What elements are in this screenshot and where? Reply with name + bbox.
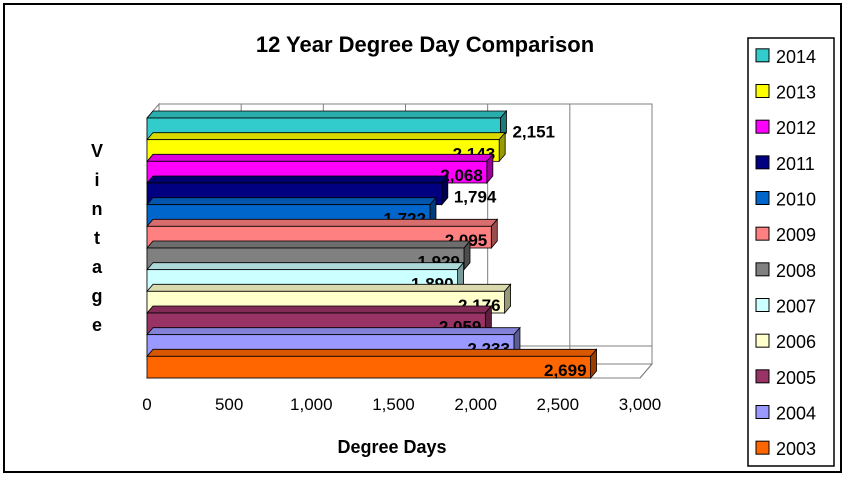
x-axis-label: Degree Days <box>337 437 446 457</box>
bar-top-face <box>146 305 493 314</box>
legend-label: 2006 <box>776 332 816 352</box>
legend-label: 2005 <box>776 368 816 388</box>
bar-top-face <box>146 218 499 227</box>
legend-label: 2011 <box>776 154 815 174</box>
y-axis-label-letter: n <box>92 199 103 219</box>
x-tick-label: 1,500 <box>372 395 415 414</box>
legend-label: 2003 <box>776 439 816 459</box>
legend-swatch <box>755 191 770 205</box>
x-tick-label: 2,500 <box>537 395 580 414</box>
bar-top-face <box>146 110 508 119</box>
bar-top-face <box>146 240 471 249</box>
bar-top-face <box>146 283 512 292</box>
x-tick-label: 3,000 <box>619 395 662 414</box>
legend-label: 2007 <box>776 297 816 317</box>
data-label: 2,699 <box>544 361 587 380</box>
y-axis-label-letter: g <box>92 286 103 306</box>
legend-swatch <box>755 226 770 241</box>
bar-top-face <box>146 262 465 271</box>
bar-top-face <box>146 348 598 357</box>
y-axis-label-letter: a <box>92 257 103 277</box>
y-axis-label-letter: e <box>92 315 102 335</box>
x-tick-label: 500 <box>215 395 243 414</box>
legend-label: 2008 <box>776 261 816 281</box>
y-axis-label-letter: t <box>94 228 100 248</box>
legend-label: 2013 <box>776 83 816 103</box>
bar-top-face <box>146 175 449 184</box>
bar-top-face <box>146 153 494 162</box>
legend-label: 2012 <box>776 118 816 138</box>
data-label: 2,068 <box>440 166 483 185</box>
bar-top-face <box>146 132 507 141</box>
legend-swatch <box>755 262 770 277</box>
bar-top-face <box>146 197 437 206</box>
legend-swatch <box>755 298 770 312</box>
bar-top-face <box>146 327 521 336</box>
legend-swatch <box>755 119 770 134</box>
legend-label: 2004 <box>776 404 816 424</box>
legend-swatch <box>755 440 770 455</box>
x-tick-label: 1,000 <box>290 395 333 414</box>
legend-swatch <box>755 48 770 63</box>
bar-2003 <box>146 355 591 379</box>
legend-swatch <box>755 84 770 98</box>
x-tick-label: 0 <box>142 395 151 414</box>
data-label: 2,151 <box>512 123 555 142</box>
legend-swatch <box>755 369 770 384</box>
y-axis-label-letter: V <box>91 141 103 161</box>
legend-swatch <box>755 333 770 348</box>
chart-title: 12 Year Degree Day Comparison <box>256 32 594 57</box>
legend-label: 2009 <box>776 225 816 245</box>
data-label: 1,794 <box>454 188 497 207</box>
legend-label: 2014 <box>776 47 816 67</box>
legend-box <box>747 37 835 467</box>
legend: 2014 2013 2012 2011 2010 2009 2008 2007 2006 2005… <box>747 37 835 467</box>
legend-swatch <box>755 155 770 170</box>
legend-label: 2010 <box>776 190 816 210</box>
x-tick-label: 2,000 <box>454 395 497 414</box>
y-axis-label-letter: i <box>94 170 99 190</box>
floor-tick-line <box>639 363 653 379</box>
plot-area: 0 500 1,000 1,500 2,000 2,500 3,0002,1512,1432… <box>142 102 662 414</box>
legend-swatch <box>755 405 770 419</box>
